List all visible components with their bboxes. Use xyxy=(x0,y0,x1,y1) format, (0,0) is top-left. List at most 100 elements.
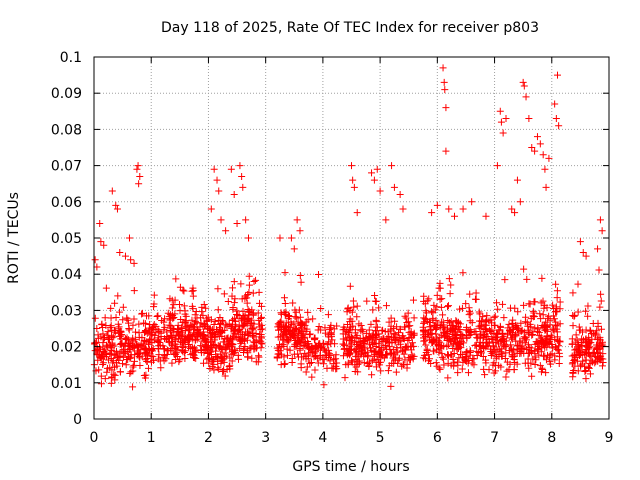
data-point xyxy=(420,351,428,359)
data-point xyxy=(456,305,464,313)
data-point xyxy=(368,371,376,379)
data-point xyxy=(257,313,265,321)
data-point xyxy=(100,241,108,249)
y-tick-label: 0.06 xyxy=(51,195,82,211)
data-point xyxy=(240,331,248,339)
data-point xyxy=(391,335,399,343)
data-point xyxy=(444,351,452,359)
data-point xyxy=(230,278,238,286)
data-point xyxy=(132,340,140,348)
data-point xyxy=(328,336,336,344)
data-point xyxy=(217,328,225,336)
data-point xyxy=(372,339,380,347)
data-point xyxy=(134,162,142,170)
data-point xyxy=(421,337,429,345)
y-tick-label: 0.01 xyxy=(51,376,82,392)
data-point xyxy=(154,337,162,345)
data-point xyxy=(323,364,331,372)
data-point xyxy=(143,355,151,363)
data-point xyxy=(248,354,256,362)
data-point xyxy=(287,318,295,326)
data-point xyxy=(466,329,474,337)
data-point xyxy=(400,335,408,343)
data-point xyxy=(438,295,446,303)
data-point xyxy=(508,352,516,360)
data-point xyxy=(482,212,490,220)
data-point xyxy=(201,337,209,345)
data-point xyxy=(222,227,230,235)
data-point xyxy=(401,312,409,320)
data-point xyxy=(333,322,341,330)
data-point xyxy=(322,351,330,359)
data-point xyxy=(395,334,403,342)
data-point xyxy=(369,306,377,314)
data-point xyxy=(172,340,180,348)
data-point xyxy=(97,372,105,380)
data-point xyxy=(127,256,135,264)
data-point xyxy=(404,309,412,317)
data-point xyxy=(315,322,323,330)
data-point xyxy=(571,346,579,354)
data-point xyxy=(362,335,370,343)
x-tick-label: 0 xyxy=(90,430,99,446)
data-point xyxy=(443,343,451,351)
data-point xyxy=(191,311,199,319)
data-point xyxy=(107,304,115,312)
data-point xyxy=(320,360,328,368)
data-point xyxy=(125,234,133,242)
data-point xyxy=(330,360,338,368)
data-point xyxy=(458,304,466,312)
data-point xyxy=(246,330,254,338)
data-point xyxy=(543,332,551,340)
data-point xyxy=(428,308,436,316)
data-point xyxy=(189,305,197,313)
data-point xyxy=(407,330,415,338)
data-point xyxy=(145,340,153,348)
data-point xyxy=(333,359,341,367)
data-point xyxy=(233,220,241,228)
data-point xyxy=(207,350,215,358)
data-point xyxy=(136,362,144,370)
data-point xyxy=(252,276,260,284)
data-point xyxy=(229,340,237,348)
y-tick-label: 0.1 xyxy=(60,50,82,66)
data-point xyxy=(534,345,542,353)
data-point xyxy=(483,312,491,320)
data-point xyxy=(582,252,590,260)
data-point xyxy=(188,343,196,351)
data-point xyxy=(292,325,300,333)
data-point xyxy=(106,350,114,358)
data-point xyxy=(228,357,236,365)
data-point xyxy=(574,280,582,288)
data-point xyxy=(208,363,216,371)
data-point xyxy=(256,330,264,338)
data-point xyxy=(306,359,314,367)
data-point xyxy=(421,300,429,308)
data-point xyxy=(421,327,429,335)
data-point xyxy=(107,322,115,330)
data-point xyxy=(401,323,409,331)
data-point xyxy=(388,339,396,347)
data-point xyxy=(348,308,356,316)
data-point xyxy=(302,368,310,376)
data-point xyxy=(358,346,366,354)
data-point xyxy=(454,323,462,331)
data-point xyxy=(341,374,349,382)
data-point xyxy=(151,331,159,339)
data-point xyxy=(99,330,107,338)
data-point xyxy=(511,209,519,217)
data-point xyxy=(239,314,247,322)
data-point xyxy=(345,327,353,335)
data-point xyxy=(101,314,109,322)
data-point xyxy=(536,140,544,148)
data-point xyxy=(390,183,398,191)
data-point xyxy=(539,311,547,319)
data-point xyxy=(247,344,255,352)
data-point xyxy=(496,107,504,115)
data-point xyxy=(435,364,443,372)
data-point xyxy=(542,318,550,326)
data-point xyxy=(433,291,441,299)
data-point xyxy=(582,375,590,383)
data-point xyxy=(387,382,395,390)
data-point xyxy=(569,373,577,381)
